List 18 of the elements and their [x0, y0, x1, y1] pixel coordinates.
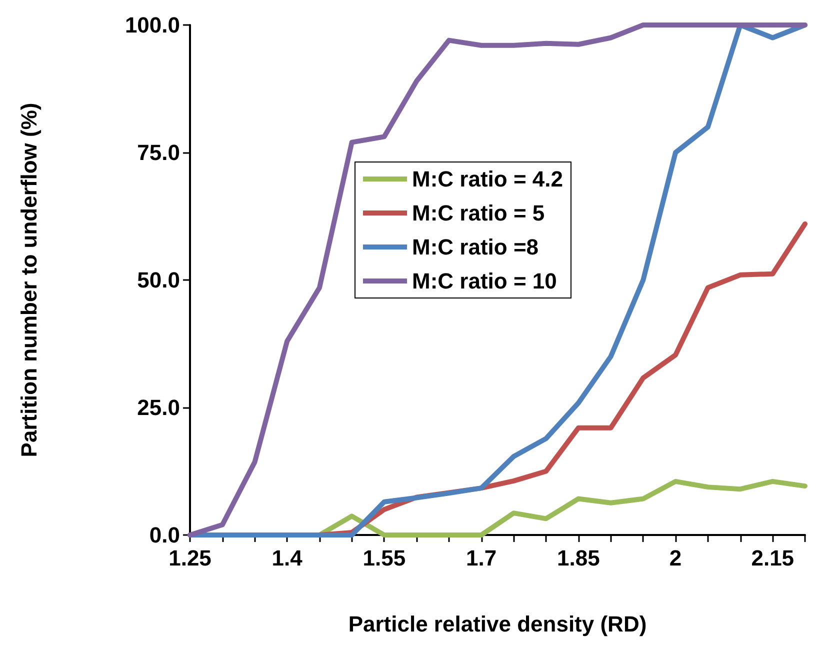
x-tick-label: 1.25 [168, 546, 212, 570]
x-tick-label: 1.55 [362, 546, 406, 570]
legend-label: M:C ratio = 4.2 [412, 166, 563, 192]
y-tick-label: 75.0 [137, 140, 180, 165]
y-tick-label: 100.0 [124, 12, 180, 38]
y-tick-label: 50.0 [137, 268, 180, 292]
y-tick-label: 0.0 [149, 522, 180, 548]
x-tick-label: 2 [669, 546, 682, 570]
x-tick-label: 1.4 [272, 546, 304, 570]
legend-label: M:C ratio = 10 [412, 268, 557, 294]
x-tick-label: 2.15 [751, 546, 794, 570]
x-axis-title: Particle relative density (RD) [348, 612, 647, 636]
y-axis-title: Partition number to underflow (%) [16, 102, 42, 458]
x-tick-label: 1.85 [557, 546, 600, 570]
y-tick-label: 25.0 [137, 395, 180, 420]
legend-label: M:C ratio =8 [412, 234, 539, 260]
x-tick-label: 1.7 [466, 546, 497, 570]
legend-label: M:C ratio = 5 [412, 200, 545, 226]
